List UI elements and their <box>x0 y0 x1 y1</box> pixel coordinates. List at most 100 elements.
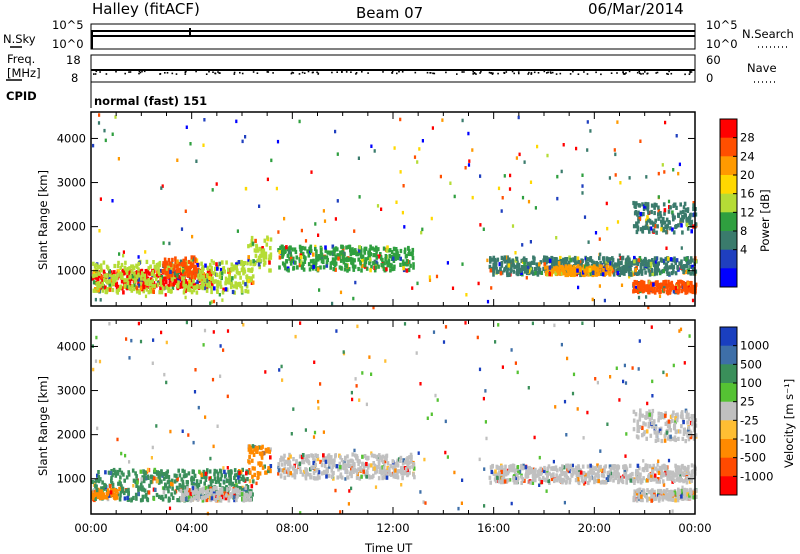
echo-cell <box>627 259 631 264</box>
echo-cell <box>685 480 689 485</box>
echo-cell <box>143 488 147 493</box>
echo-cell <box>578 260 582 265</box>
echo-cell <box>565 270 569 275</box>
echo-cell <box>160 479 163 484</box>
echo-cell <box>580 258 583 263</box>
speckle-cell <box>575 272 578 277</box>
echo-cell <box>159 472 162 477</box>
echo-cell <box>195 290 199 295</box>
echo-cell <box>682 472 686 478</box>
speckle-cell <box>639 139 642 143</box>
echo-cell <box>652 463 655 468</box>
speckle-cell <box>356 324 359 329</box>
echo-cell <box>634 286 638 291</box>
echo-cell <box>360 468 363 473</box>
nave-point <box>219 72 221 74</box>
speckle-cell <box>614 173 617 177</box>
echo-cell <box>629 271 632 277</box>
echo-cell <box>115 495 119 500</box>
echo-cell <box>251 280 255 285</box>
echo-cell <box>653 272 656 277</box>
echo-cell <box>112 281 115 286</box>
echo-cell <box>102 269 106 274</box>
echo-cell <box>360 268 363 273</box>
y-tick-label: 4000 <box>57 131 86 145</box>
echo-cell <box>123 278 126 283</box>
echo-cell <box>204 471 208 476</box>
speckle-cell <box>436 398 439 402</box>
echo-cell <box>130 498 133 503</box>
echo-cell <box>298 461 302 466</box>
speckle-cell <box>219 344 222 348</box>
echo-cell <box>659 211 662 216</box>
echo-cell <box>672 285 675 290</box>
echo-cell <box>641 498 644 503</box>
echo-cell <box>394 473 398 478</box>
echo-cell <box>666 256 670 261</box>
echo-cell <box>661 479 665 484</box>
echo-cell <box>382 266 386 271</box>
echo-cell <box>664 493 668 498</box>
echo-cell <box>174 278 178 283</box>
echo-cell <box>145 276 149 281</box>
speckle-cell <box>599 449 602 453</box>
echo-cell <box>648 464 652 469</box>
speckle-cell <box>624 454 627 458</box>
speckle-cell <box>581 321 584 325</box>
echo-cell <box>682 267 686 273</box>
echo-cell <box>91 479 94 484</box>
echo-cell <box>245 274 249 279</box>
nave-point <box>252 71 255 73</box>
echo-cell <box>363 472 367 477</box>
echo-cell <box>289 256 293 261</box>
echo-cell <box>127 271 131 276</box>
speckle-cell <box>581 184 584 188</box>
echo-cell <box>647 474 650 479</box>
speckle-cell <box>122 250 125 254</box>
echo-cell <box>346 475 350 480</box>
echo-cell <box>356 458 360 463</box>
echo-cell <box>392 471 396 476</box>
speckle-cell <box>565 433 568 437</box>
echo-cell <box>639 281 642 286</box>
echo-cell <box>228 478 231 483</box>
echo-cell <box>312 261 315 266</box>
echo-cell <box>312 471 316 476</box>
echo-cell <box>612 272 616 277</box>
echo-cell <box>260 250 263 255</box>
echo-cell <box>396 256 400 261</box>
echo-cell <box>96 264 100 269</box>
echo-cell <box>560 467 563 472</box>
echo-cell <box>107 470 111 475</box>
echo-cell <box>191 490 195 496</box>
echo-cell <box>166 469 169 474</box>
colorbar-swatch <box>720 156 737 176</box>
nave-point <box>159 73 161 75</box>
echo-cell <box>556 468 559 473</box>
speckle-cell <box>586 148 589 152</box>
speckle-cell <box>202 343 205 347</box>
echo-cell <box>411 247 415 253</box>
speckle-cell <box>616 220 620 224</box>
echo-cell <box>681 463 684 469</box>
echo-cell <box>132 286 136 292</box>
echo-cell <box>328 473 331 478</box>
echo-cell <box>667 209 671 214</box>
echo-cell <box>669 226 672 231</box>
nave-point <box>639 72 641 75</box>
echo-cell <box>681 214 684 220</box>
echo-cell <box>130 269 134 274</box>
echo-cell <box>148 483 151 488</box>
echo-cell <box>309 248 313 254</box>
echo-cell <box>211 282 214 287</box>
echo-cell <box>491 257 494 262</box>
echo-cell <box>632 224 636 229</box>
echo-cell <box>670 489 673 494</box>
speckle-cell <box>184 295 187 300</box>
speckle-cell <box>403 225 406 229</box>
echo-cell <box>629 267 632 272</box>
nave-point <box>492 72 494 74</box>
echo-cell <box>399 458 402 463</box>
echo-cell <box>660 470 664 475</box>
echo-cell <box>677 286 681 291</box>
